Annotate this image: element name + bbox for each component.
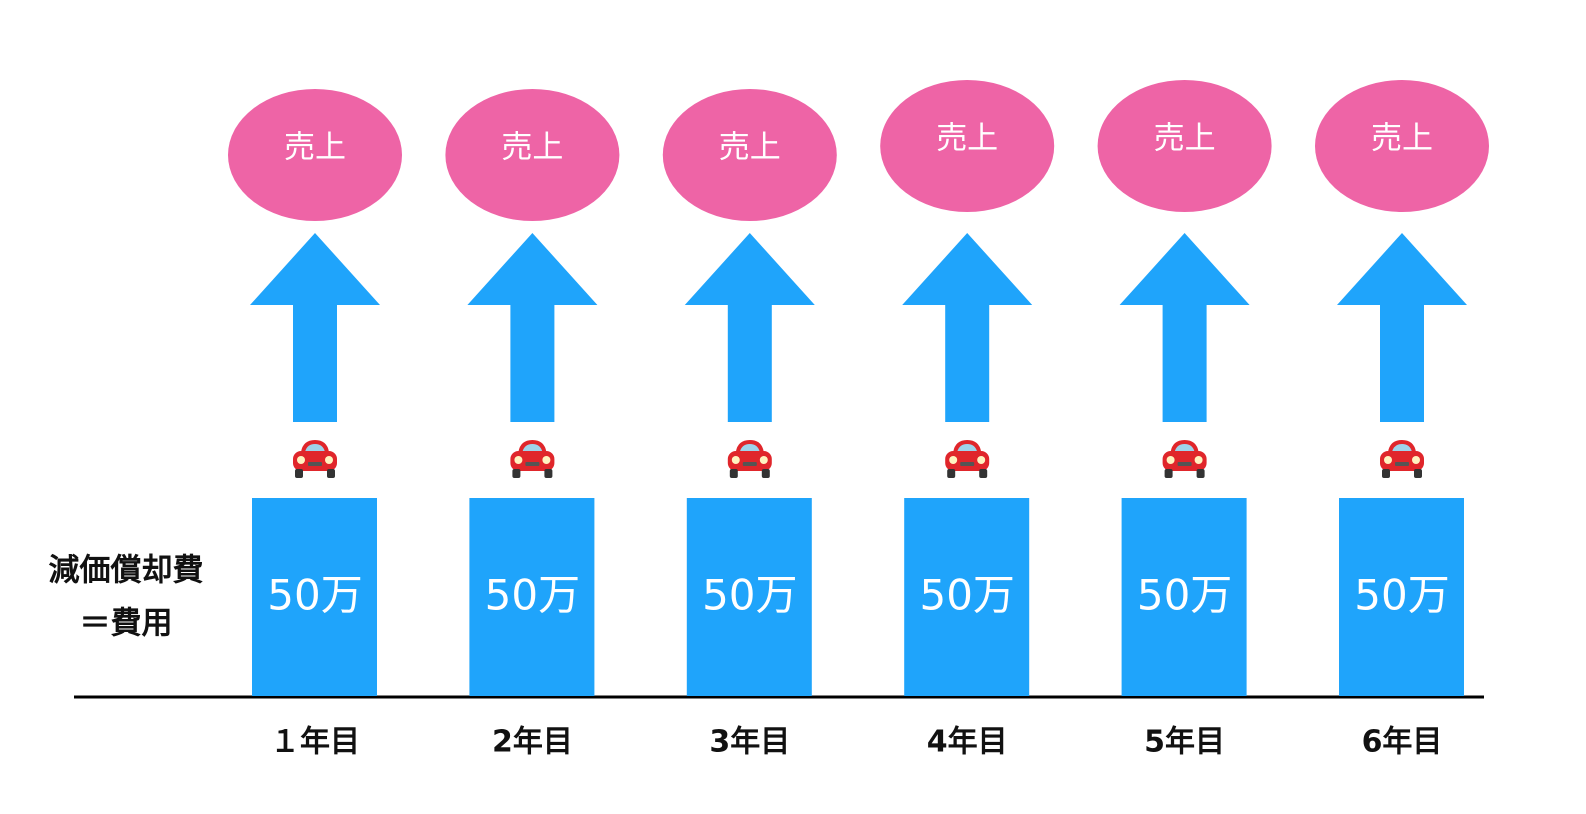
revenue-label: 売上 bbox=[1154, 121, 1216, 157]
amount-label: 50万 bbox=[267, 571, 362, 620]
amount-box bbox=[904, 498, 1030, 696]
car-light bbox=[977, 456, 986, 464]
car-wheel bbox=[729, 469, 738, 478]
car-grille bbox=[1395, 462, 1409, 466]
car-wheel bbox=[295, 469, 303, 478]
revenue-label: 売上 bbox=[719, 130, 781, 166]
car-light bbox=[1194, 456, 1203, 464]
amount-box bbox=[1339, 498, 1464, 696]
car-window bbox=[739, 444, 760, 452]
up-arrow bbox=[684, 233, 815, 422]
up-arrow bbox=[902, 233, 1033, 422]
car-wheel bbox=[947, 469, 956, 478]
amount-label: 50万 bbox=[919, 571, 1014, 620]
car-wheel bbox=[761, 469, 770, 478]
car-light bbox=[1384, 456, 1392, 464]
car-icon bbox=[1162, 440, 1207, 478]
year-label: 2年目 bbox=[492, 725, 573, 760]
revenue-bubble bbox=[445, 89, 620, 221]
year-label: 5年目 bbox=[1144, 725, 1225, 760]
amount-box bbox=[252, 498, 377, 696]
car-wheel bbox=[512, 469, 521, 478]
car-wheel bbox=[544, 469, 553, 478]
car-body bbox=[293, 451, 337, 471]
car-window bbox=[305, 444, 325, 452]
revenue-label: 売上 bbox=[936, 121, 998, 157]
car-body bbox=[945, 451, 990, 471]
car-light bbox=[542, 456, 551, 464]
car-body bbox=[1162, 451, 1207, 471]
revenue-bubble bbox=[662, 89, 837, 221]
car-wheel bbox=[1414, 469, 1422, 478]
car-icon bbox=[727, 440, 772, 478]
revenue-bubble bbox=[1315, 80, 1489, 212]
car-grille bbox=[742, 462, 757, 466]
side-label: 減価償却費 bbox=[49, 553, 204, 589]
car-light bbox=[759, 456, 768, 464]
car-grille bbox=[960, 462, 975, 466]
car-light bbox=[297, 456, 305, 464]
car-window bbox=[522, 444, 543, 452]
up-arrow bbox=[1337, 233, 1467, 422]
amount-label: 50万 bbox=[1354, 571, 1449, 620]
year-label: 3年目 bbox=[709, 725, 790, 760]
car-wheel bbox=[1382, 469, 1390, 478]
car-icon bbox=[510, 440, 555, 478]
car-light bbox=[1412, 456, 1420, 464]
amount-label: 50万 bbox=[702, 571, 797, 620]
year-label: 6年目 bbox=[1362, 725, 1443, 760]
car-wheel bbox=[1196, 469, 1205, 478]
car-grille bbox=[308, 462, 322, 466]
side-label: ＝費用 bbox=[80, 606, 173, 642]
car-grille bbox=[1177, 462, 1192, 466]
year-label: 4年目 bbox=[927, 725, 1008, 760]
car-wheel bbox=[327, 469, 335, 478]
revenue-bubble bbox=[228, 89, 402, 221]
car-wheel bbox=[1164, 469, 1173, 478]
up-arrow bbox=[250, 233, 380, 422]
car-window bbox=[1392, 444, 1412, 452]
car-body bbox=[727, 451, 772, 471]
car-light bbox=[731, 456, 740, 464]
car-icon bbox=[945, 440, 990, 478]
amount-label: 50万 bbox=[1137, 571, 1232, 620]
car-icon bbox=[1380, 440, 1424, 478]
car-light bbox=[1166, 456, 1175, 464]
car-icon bbox=[293, 440, 337, 478]
amount-label: 50万 bbox=[485, 571, 580, 620]
car-body bbox=[1380, 451, 1424, 471]
car-light bbox=[325, 456, 333, 464]
revenue-label: 売上 bbox=[1371, 121, 1433, 157]
car-light bbox=[949, 456, 958, 464]
car-body bbox=[510, 451, 555, 471]
up-arrow bbox=[1119, 233, 1250, 422]
revenue-label: 売上 bbox=[501, 130, 563, 166]
revenue-bubble bbox=[880, 80, 1055, 212]
revenue-label: 売上 bbox=[284, 130, 346, 166]
amount-box bbox=[469, 498, 595, 696]
car-wheel bbox=[979, 469, 988, 478]
year-label: １年目 bbox=[270, 725, 360, 760]
car-window bbox=[1174, 444, 1195, 452]
amount-box bbox=[686, 498, 812, 696]
revenue-bubble bbox=[1097, 80, 1272, 212]
car-grille bbox=[525, 462, 540, 466]
amount-box bbox=[1121, 498, 1247, 696]
car-window bbox=[957, 444, 978, 452]
up-arrow bbox=[467, 233, 598, 422]
car-light bbox=[514, 456, 523, 464]
